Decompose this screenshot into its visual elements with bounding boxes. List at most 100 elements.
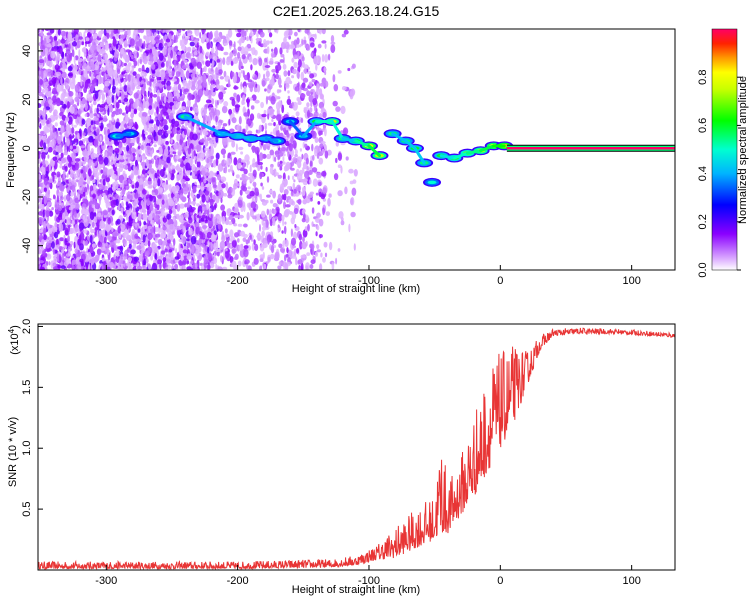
noise-speck (143, 124, 148, 132)
noise-speck (179, 193, 184, 201)
noise-speck (51, 241, 55, 249)
noise-speck (209, 43, 212, 48)
noise-speck (187, 32, 191, 37)
noise-speck (112, 156, 117, 165)
noise-speck (60, 30, 66, 37)
noise-speck (78, 36, 83, 40)
noise-speck (149, 203, 154, 212)
noise-speck (77, 193, 80, 200)
noise-speck (38, 216, 44, 225)
noise-speck (191, 244, 195, 254)
noise-speck (46, 38, 51, 43)
noise-speck (63, 136, 66, 145)
noise-speck (74, 224, 79, 233)
noise-speck (98, 240, 101, 245)
noise-speck (101, 93, 106, 101)
noise-speck (147, 214, 152, 221)
noise-speck (88, 135, 94, 143)
noise-speck (145, 250, 150, 257)
noise-speck (61, 83, 64, 91)
noise-speck (162, 225, 167, 231)
noise-speck (196, 61, 202, 69)
noise-speck (118, 58, 121, 67)
noise-speck (118, 38, 124, 45)
noise-speck (140, 162, 145, 166)
noise-speck (235, 174, 240, 179)
noise-speck (136, 265, 143, 270)
noise-speck (225, 181, 229, 191)
noise-speck (210, 108, 215, 114)
noise-speck (203, 178, 207, 184)
noise-speck (97, 192, 100, 197)
noise-speck (49, 127, 52, 135)
noise-speck (67, 94, 73, 103)
noise-speck (269, 149, 275, 156)
noise-speck (198, 254, 203, 260)
noise-speck (54, 204, 58, 208)
noise-speck (165, 140, 169, 145)
noise-speck (102, 167, 109, 176)
noise-speck (90, 103, 93, 108)
noise-speck (72, 41, 77, 47)
noise-speck (196, 217, 200, 222)
noise-speck (202, 115, 206, 125)
noise-speck (68, 32, 73, 42)
noise-speck (185, 70, 190, 79)
noise-speck (135, 159, 138, 167)
noise-speck (318, 101, 325, 109)
noise-speck (145, 96, 148, 101)
noise-speck (153, 50, 159, 57)
noise-speck (70, 191, 74, 197)
noise-speck (173, 46, 178, 53)
noise-speck (181, 65, 187, 70)
noise-speck (120, 223, 126, 230)
noise-speck (38, 59, 45, 64)
noise-speck (74, 63, 77, 70)
noise-speck (119, 86, 124, 91)
noise-speck (181, 106, 186, 110)
noise-speck (323, 241, 328, 248)
noise-speck (175, 103, 180, 109)
noise-speck (172, 216, 175, 222)
noise-speck (207, 246, 210, 254)
noise-speck (43, 142, 47, 150)
noise-speck (204, 147, 209, 151)
noise-speck (69, 145, 73, 150)
noise-speck (116, 69, 121, 75)
noise-speck (137, 228, 141, 233)
noise-speck (87, 126, 91, 134)
noise-speck (177, 167, 180, 172)
noise-speck (189, 54, 192, 60)
noise-speck (73, 77, 76, 86)
noise-speck (199, 53, 204, 62)
noise-speck (125, 206, 130, 210)
noise-speck (89, 71, 92, 77)
noise-speck (153, 144, 157, 148)
noise-speck (73, 241, 76, 249)
noise-speck (77, 58, 84, 63)
noise-speck (168, 193, 172, 201)
noise-speck (230, 151, 236, 155)
noise-speck (161, 182, 167, 188)
noise-speck (313, 104, 317, 112)
noise-speck (196, 144, 202, 152)
noise-speck (189, 65, 194, 70)
noise-speck (132, 211, 137, 215)
noise-speck (71, 49, 75, 58)
noise-speck (166, 213, 172, 220)
noise-speck (247, 186, 251, 190)
noise-speck (302, 188, 306, 197)
noise-speck (138, 67, 142, 72)
noise-speck (211, 84, 216, 88)
noise-speck (120, 29, 124, 33)
noise-speck (78, 177, 84, 187)
noise-speck (146, 30, 152, 37)
noise-speck (205, 51, 210, 57)
noise-speck (136, 85, 141, 90)
figure-title: C2E1.2025.263.18.24.G15 (273, 3, 440, 19)
noise-speck (301, 56, 305, 62)
noise-speck (306, 102, 310, 108)
noise-speck (317, 201, 321, 205)
noise-speck (115, 101, 120, 109)
noise-speck (86, 92, 92, 102)
